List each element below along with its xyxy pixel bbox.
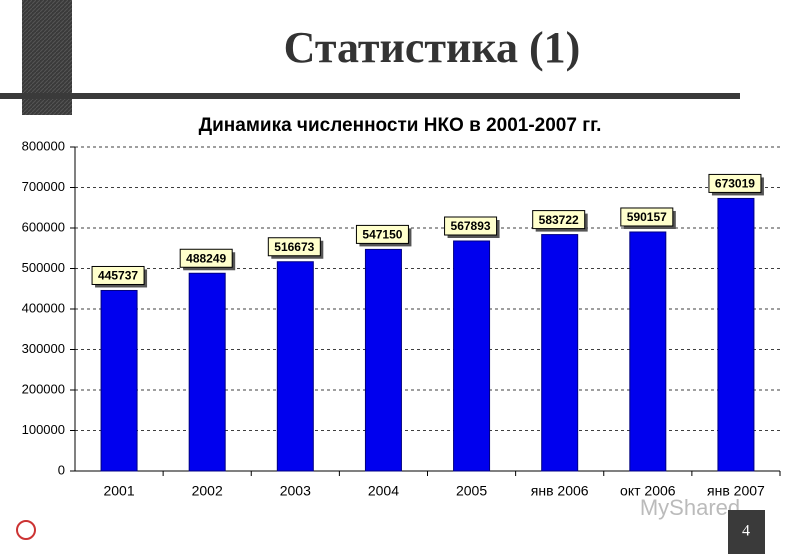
x-tick-label: 2003 (280, 483, 311, 499)
logo (16, 520, 36, 540)
bar (364, 248, 402, 472)
value-label-box (708, 173, 762, 193)
value-label: 488249 (186, 251, 226, 265)
value-label-box (532, 210, 586, 230)
y-tick-label: 800000 (22, 138, 65, 153)
page-number-box (728, 510, 765, 554)
x-tick-label: 2004 (368, 483, 399, 499)
y-tick-label: 700000 (22, 179, 65, 194)
bar (453, 240, 491, 472)
value-label-box (444, 216, 498, 236)
value-label: 445737 (98, 269, 138, 283)
chart-title: Динамика численности НКО в 2001-2007 гг. (199, 115, 602, 136)
slide-title: Статистика (1) (284, 23, 581, 72)
bar (541, 234, 579, 472)
x-tick-label: 2001 (103, 483, 134, 499)
y-tick-label: 100000 (22, 422, 65, 437)
y-tick-label: 0 (58, 462, 65, 477)
x-tick-label: окт 2006 (620, 483, 676, 499)
bar (717, 197, 755, 472)
y-tick-label: 500000 (22, 260, 65, 275)
bar (188, 272, 226, 472)
y-tick-label: 600000 (22, 219, 65, 234)
y-tick-label: 400000 (22, 300, 65, 315)
x-tick-label: 2005 (456, 483, 487, 499)
value-label: 567893 (451, 219, 491, 233)
value-label-box (91, 265, 145, 285)
value-label: 547150 (362, 228, 402, 242)
value-label-box (620, 207, 674, 227)
y-tick-label: 200000 (22, 381, 65, 396)
bar (629, 231, 667, 472)
watermark: MyShared (640, 495, 740, 520)
value-label: 516673 (274, 240, 314, 254)
value-label-box (179, 248, 233, 268)
value-label: 583722 (539, 213, 579, 227)
bar (100, 289, 138, 472)
value-label-box (267, 237, 321, 257)
y-tick-label: 300000 (22, 341, 65, 356)
value-label: 590157 (627, 210, 667, 224)
title-rule (0, 93, 740, 99)
page-number: 4 (742, 523, 750, 540)
bar (276, 261, 314, 472)
x-tick-label: янв 2007 (707, 483, 765, 499)
value-label: 673019 (715, 177, 755, 191)
value-label-box (355, 224, 409, 244)
plot: 0 100000 200000 300000 400000 500000 600000 700… (22, 138, 781, 499)
x-tick-label: 2002 (192, 483, 223, 499)
x-tick-label: янв 2006 (531, 483, 589, 499)
